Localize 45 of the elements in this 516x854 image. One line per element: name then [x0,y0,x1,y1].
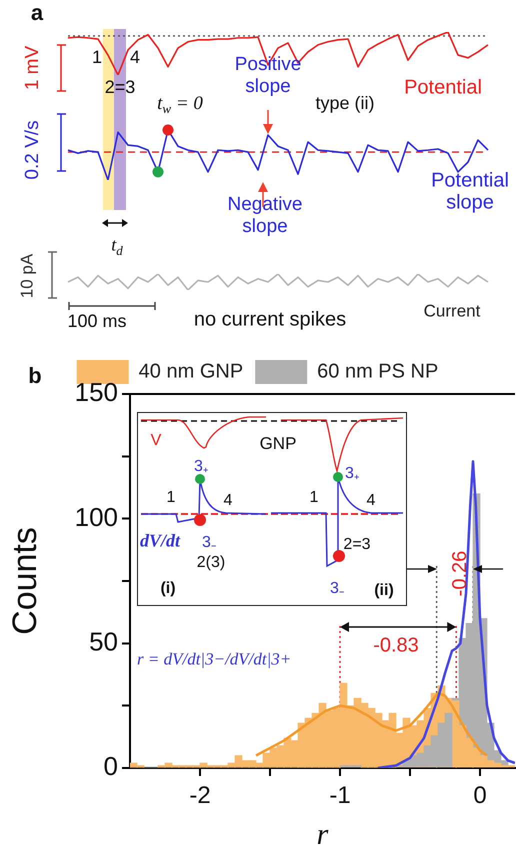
annotation: r = dV/dt|3−/dV/dt|3+ [137,649,292,668]
text: no current spikes [194,308,346,331]
x-tick-label: -2 [189,782,211,810]
annotation: Positive slope [234,54,302,98]
y-tick-label: 50 [89,626,118,657]
text: b [28,363,42,388]
annotation: 3₊ [194,457,208,476]
annotation: 4 [366,492,376,510]
annotation: 3₋ [330,579,344,598]
annotation: 2=3 [343,536,371,554]
text: 10 pA [18,253,37,298]
annotation: 3₊ [345,464,359,483]
y-tick-label: 0 [104,751,118,782]
annotation: (i) [160,580,176,598]
text: 0.2 V/s [22,120,44,180]
annotation: 4 [224,492,232,510]
annotation: dV/dt [140,530,180,552]
x-tick-label: 0 [473,782,487,810]
y-tick-label: 150 [74,377,118,408]
legend-label: 40 nm GNP [138,360,244,383]
series-label: Current [424,302,481,321]
annotation: 3₋ [202,533,216,552]
x-axis-title: r [316,818,329,851]
text: Negative slope [228,194,303,238]
annotation: -0.83 [373,634,419,656]
series-label: Potential slope [431,170,509,214]
annotation: V [150,432,162,450]
x-tick-label: -1 [329,782,351,810]
annotation: GNP [260,434,296,454]
annotation: 2(3) [196,554,226,572]
y-axis-title: Counts [6,527,44,635]
text: 100 ms [67,310,127,331]
annotation: -0.26 [448,550,471,596]
text: 2=3 [104,76,136,97]
legend-label: 60 nm PS NP [317,360,438,383]
y-tick-label: 100 [74,502,118,532]
annotation: (ii) [374,582,394,600]
text: a [30,0,44,26]
series-label: Potential [404,76,482,99]
annotation: 1 [92,46,102,67]
annotation: 1 [166,489,176,507]
annotation: 4 [130,46,140,67]
text: 1 mV [22,46,44,90]
text: type (ii) [315,92,375,113]
annotation: 1 [310,489,318,507]
